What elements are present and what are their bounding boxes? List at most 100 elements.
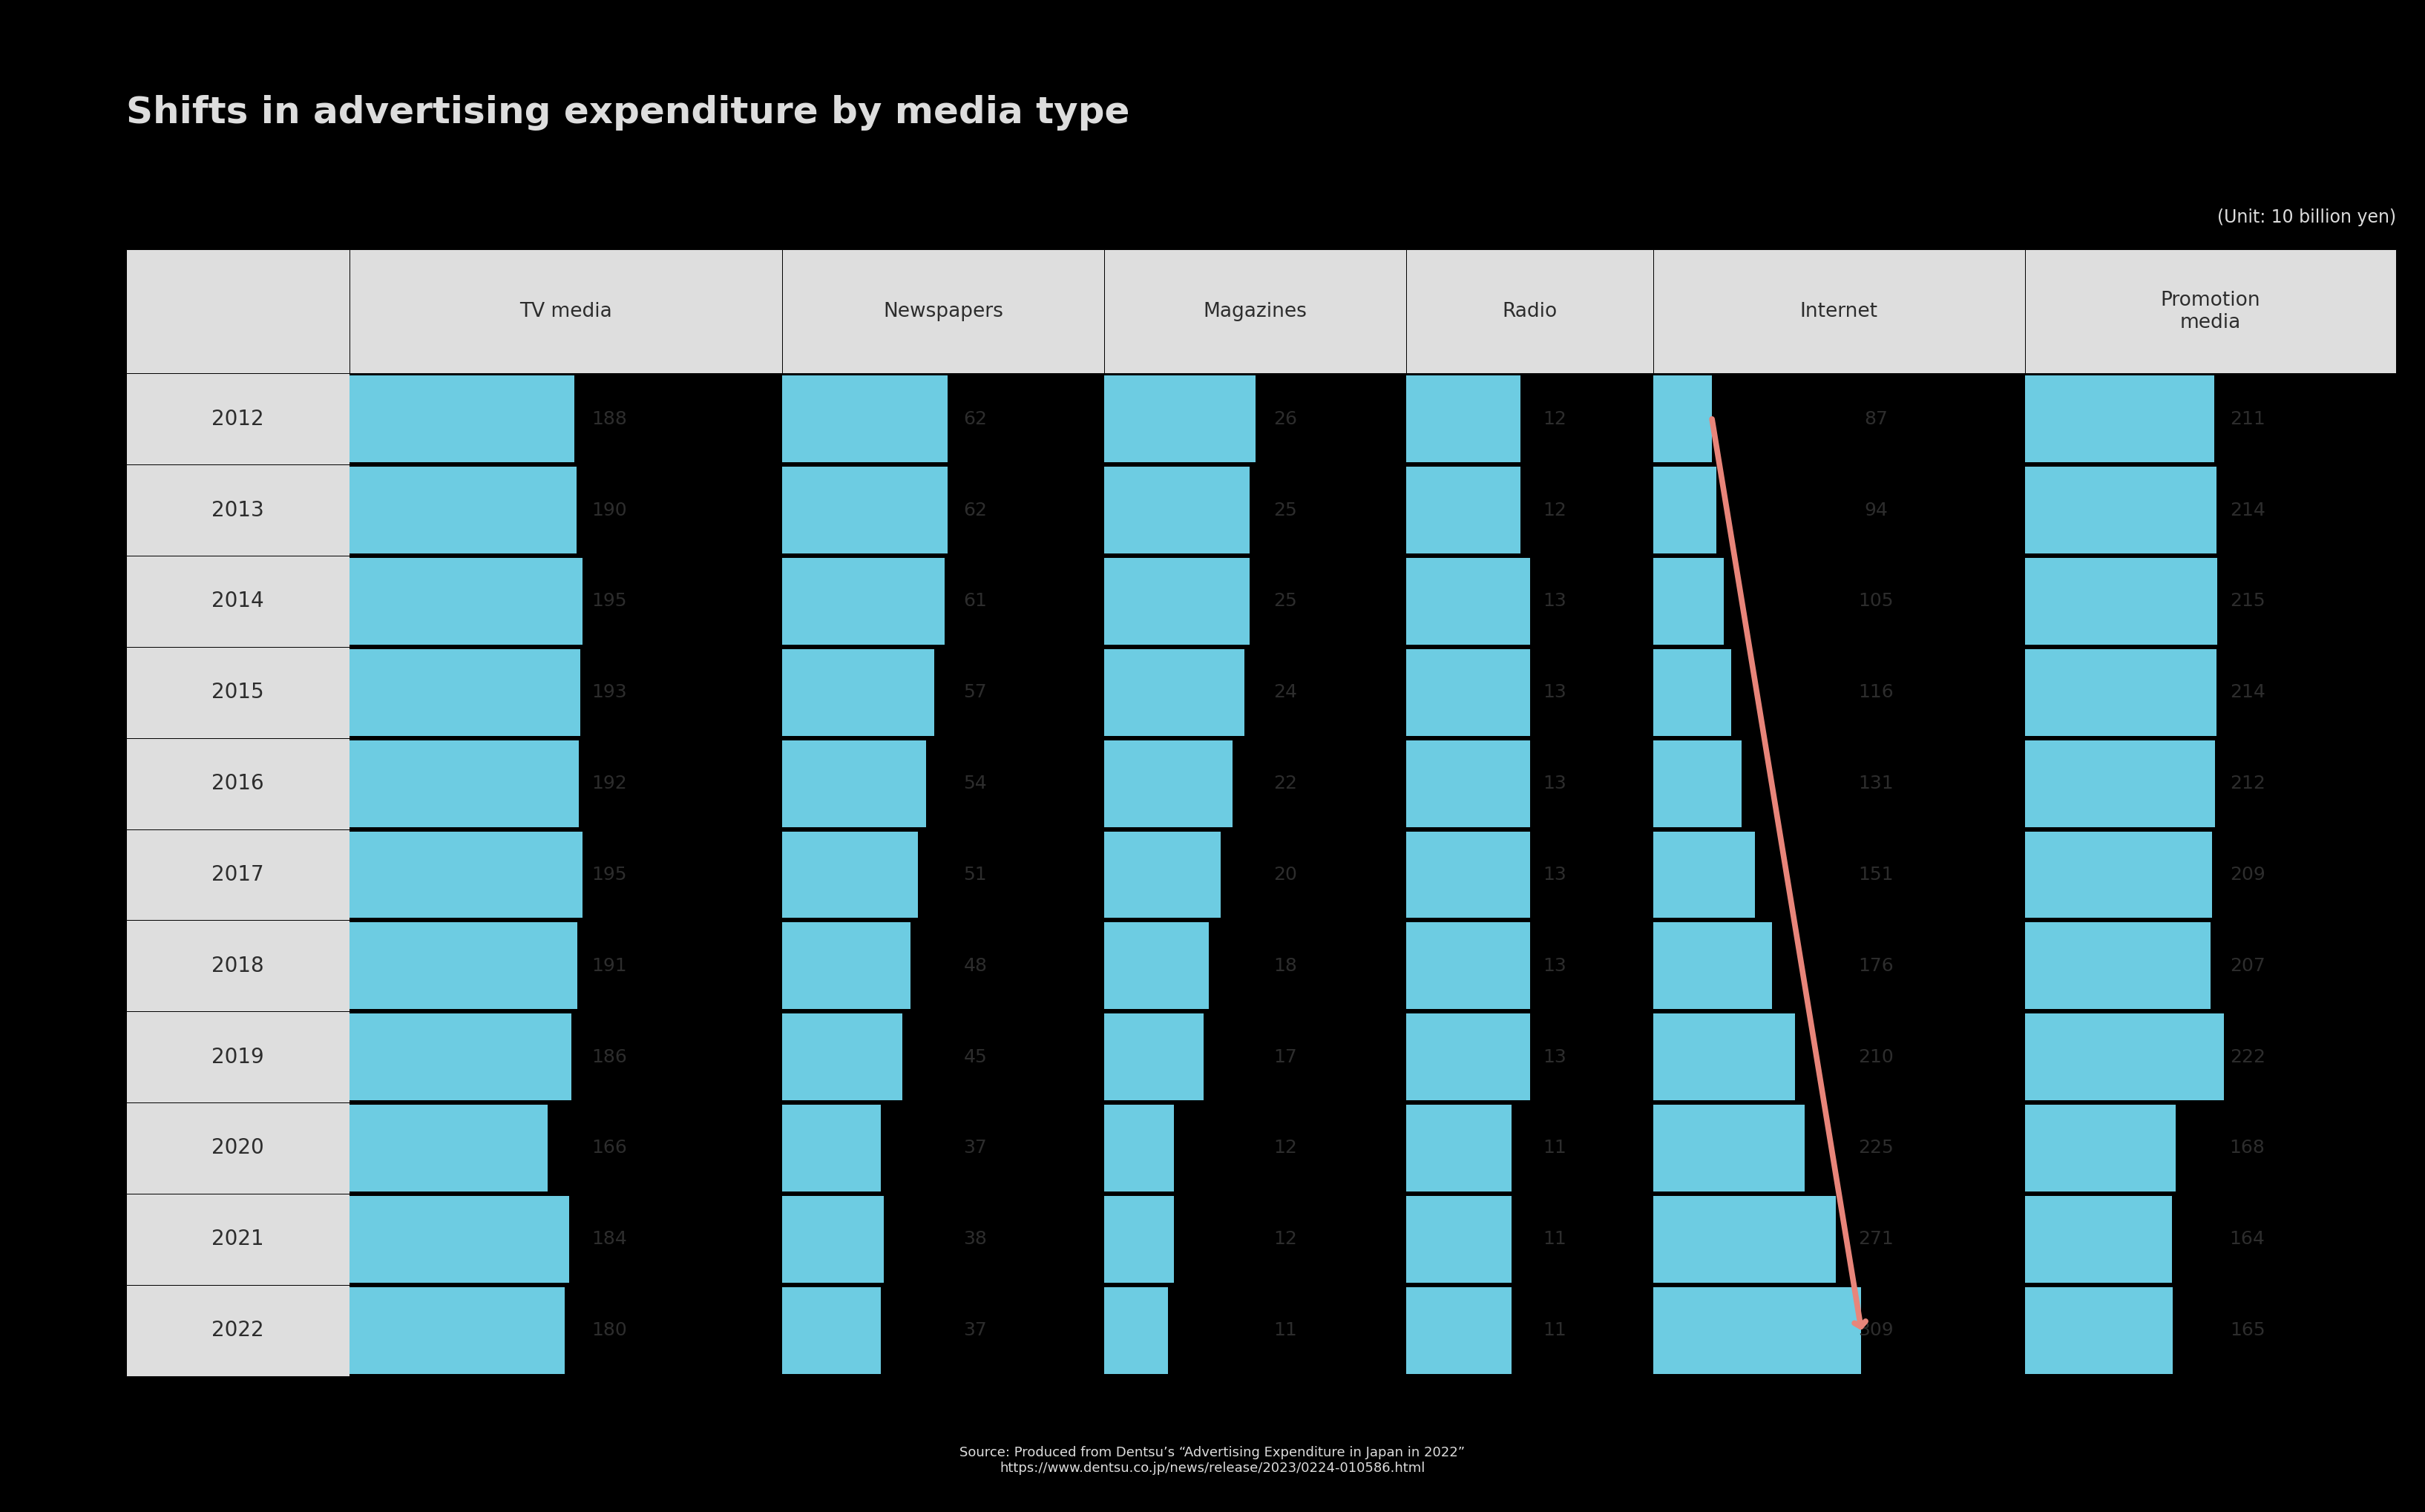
- Text: 215: 215: [2229, 593, 2265, 611]
- Bar: [126, 373, 349, 464]
- Text: 214: 214: [2229, 683, 2265, 702]
- Bar: [2025, 649, 2216, 736]
- Bar: [349, 921, 783, 1012]
- Text: 2021: 2021: [211, 1229, 264, 1249]
- Text: 168: 168: [2229, 1139, 2265, 1157]
- Bar: [1654, 922, 1773, 1009]
- Bar: [2025, 1012, 2396, 1102]
- Text: 94: 94: [1865, 502, 1889, 519]
- Bar: [1103, 249, 1406, 373]
- Bar: [126, 1102, 349, 1193]
- Bar: [349, 1196, 570, 1282]
- Bar: [126, 1285, 349, 1376]
- Bar: [126, 249, 349, 373]
- Text: 180: 180: [592, 1321, 626, 1340]
- Bar: [1406, 1287, 1511, 1374]
- Bar: [126, 829, 349, 921]
- Text: 105: 105: [1858, 593, 1894, 611]
- Bar: [1103, 829, 1406, 921]
- Bar: [2025, 1193, 2396, 1285]
- Bar: [349, 741, 580, 827]
- Bar: [783, 373, 1103, 464]
- Bar: [783, 464, 1103, 556]
- Bar: [1406, 558, 1530, 644]
- Bar: [349, 832, 582, 918]
- Bar: [1406, 829, 1654, 921]
- Bar: [349, 376, 575, 463]
- Text: 2019: 2019: [211, 1046, 264, 1067]
- Bar: [783, 1102, 1103, 1193]
- Bar: [1103, 649, 1244, 736]
- Text: 18: 18: [1273, 957, 1297, 975]
- Text: 25: 25: [1273, 593, 1297, 611]
- Bar: [349, 647, 783, 738]
- Text: 12: 12: [1273, 1139, 1297, 1157]
- Bar: [126, 647, 349, 738]
- Bar: [1406, 647, 1654, 738]
- Bar: [1103, 922, 1210, 1009]
- Bar: [1654, 373, 2025, 464]
- Text: 13: 13: [1542, 957, 1567, 975]
- Text: 51: 51: [963, 866, 987, 883]
- Text: 2016: 2016: [211, 773, 264, 794]
- Text: 195: 195: [592, 866, 626, 883]
- Bar: [783, 556, 1103, 647]
- Bar: [2025, 558, 2216, 644]
- Bar: [1654, 1285, 2025, 1376]
- Bar: [2025, 373, 2396, 464]
- Bar: [1654, 829, 2025, 921]
- Bar: [349, 558, 582, 644]
- Bar: [349, 1193, 783, 1285]
- Text: 116: 116: [1858, 683, 1894, 702]
- Bar: [783, 1013, 902, 1101]
- Text: TV media: TV media: [519, 302, 611, 321]
- Bar: [126, 1193, 349, 1285]
- Bar: [2025, 647, 2396, 738]
- Bar: [349, 922, 577, 1009]
- Text: 271: 271: [1858, 1231, 1894, 1247]
- Bar: [783, 1196, 883, 1282]
- Bar: [1406, 467, 1520, 553]
- Bar: [1654, 376, 1712, 463]
- Text: 12: 12: [1542, 410, 1567, 428]
- Text: 193: 193: [592, 683, 626, 702]
- Text: 165: 165: [2229, 1321, 2265, 1340]
- Bar: [1103, 738, 1406, 829]
- Bar: [349, 1013, 572, 1101]
- Text: 11: 11: [1542, 1321, 1567, 1340]
- Bar: [1654, 1287, 1862, 1374]
- Bar: [1103, 647, 1406, 738]
- Text: 24: 24: [1273, 683, 1297, 702]
- Bar: [783, 249, 1103, 373]
- Bar: [1654, 738, 2025, 829]
- Text: 190: 190: [592, 502, 626, 519]
- Text: 25: 25: [1273, 502, 1297, 519]
- Bar: [1103, 1196, 1174, 1282]
- Bar: [1103, 741, 1232, 827]
- Text: Magazines: Magazines: [1203, 302, 1307, 321]
- Text: 13: 13: [1542, 683, 1567, 702]
- Bar: [1654, 921, 2025, 1012]
- Bar: [783, 647, 1103, 738]
- Bar: [349, 1105, 548, 1191]
- Bar: [1406, 738, 1654, 829]
- Bar: [1406, 741, 1530, 827]
- Text: Shifts in advertising expenditure by media type: Shifts in advertising expenditure by med…: [126, 95, 1130, 130]
- Bar: [126, 738, 349, 829]
- Bar: [1654, 649, 1731, 736]
- Bar: [1654, 558, 1724, 644]
- Text: 222: 222: [2229, 1048, 2265, 1066]
- Text: 166: 166: [592, 1139, 626, 1157]
- Bar: [1406, 249, 1654, 373]
- Bar: [1654, 1193, 2025, 1285]
- Bar: [1654, 1196, 1836, 1282]
- Text: 309: 309: [1858, 1321, 1894, 1340]
- Bar: [1654, 1102, 2025, 1193]
- Bar: [2025, 464, 2396, 556]
- Bar: [2025, 741, 2214, 827]
- Text: 11: 11: [1542, 1139, 1567, 1157]
- Bar: [783, 921, 1103, 1012]
- Text: 2013: 2013: [211, 500, 264, 520]
- Text: 37: 37: [963, 1321, 987, 1340]
- Text: 184: 184: [592, 1231, 626, 1247]
